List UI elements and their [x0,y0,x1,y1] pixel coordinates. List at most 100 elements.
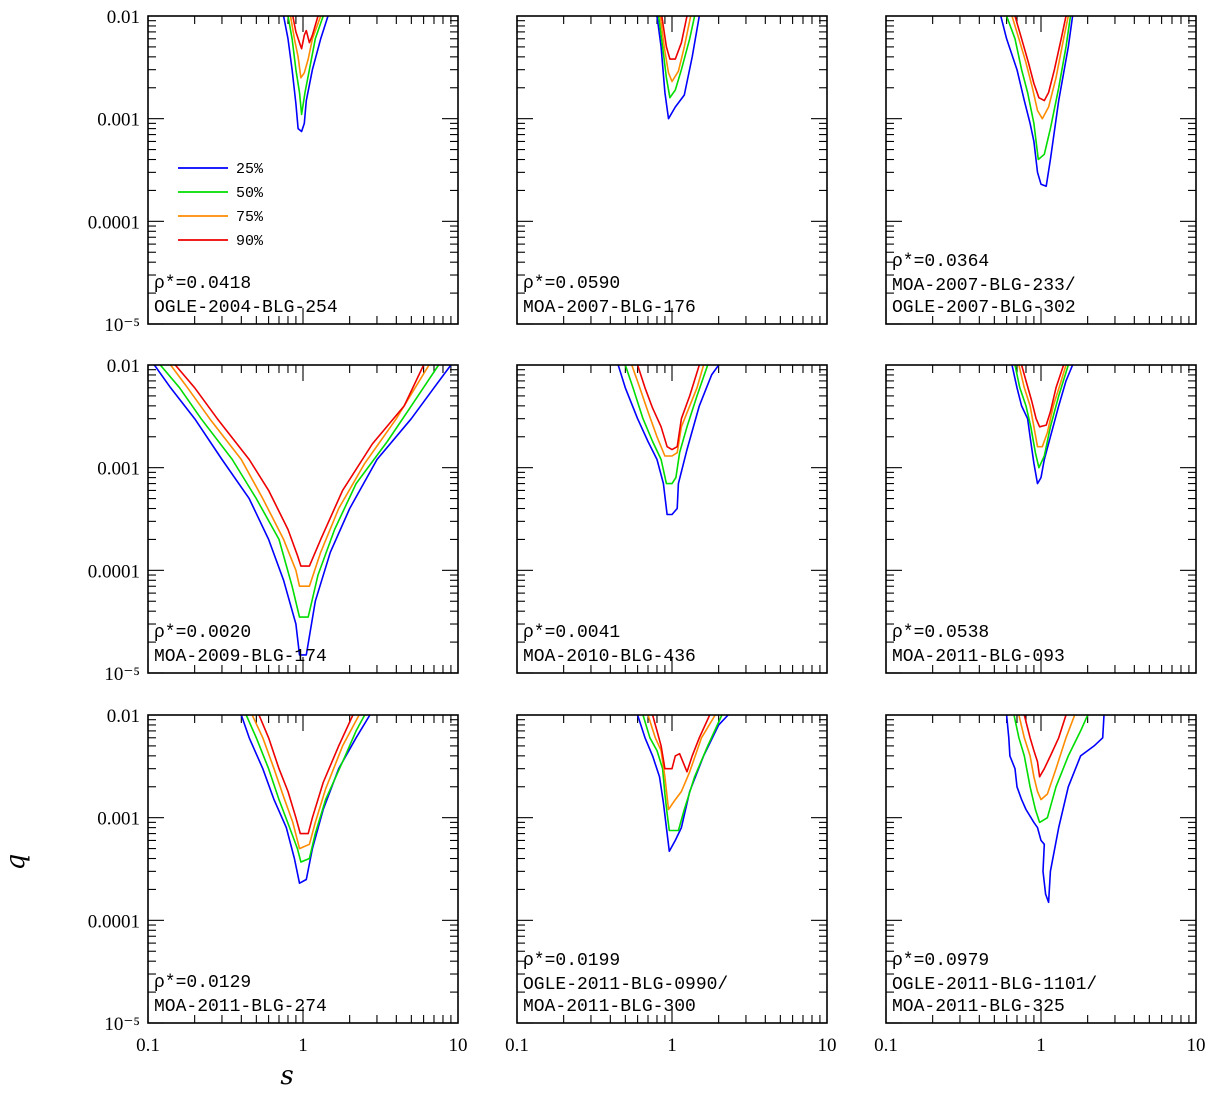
legend-label: 25% [236,161,264,178]
x-tick-label: 10 [1187,1035,1206,1056]
contour-50pct [287,16,324,116]
contour-75pct [1018,365,1067,448]
panel-frame [147,364,459,674]
contour-75pct [659,16,692,83]
event-label: MOA-2011-BLG-093 [892,647,1065,667]
panel-frame [516,364,828,674]
contour-25pct [1005,715,1105,904]
panel-frame [885,364,1197,674]
legend-label: 50% [236,185,264,202]
contour-25pct [636,715,729,853]
contour-group [656,16,701,120]
contour-75pct [289,16,322,79]
y-tick-label: 0.001 [97,809,140,830]
x-axis-title: s [280,1061,293,1091]
contour-75pct [169,365,430,588]
contour-90pct [1014,16,1067,102]
contour-75pct [251,715,360,850]
contour-75pct [631,365,705,457]
contour-group [1011,365,1074,485]
y-tick-label: 0.01 [107,706,140,727]
panel-4: 0.01 0.001 0.0001 10⁻⁵ ρ*=0.0020 MOA-2009-BLG… [88,356,459,685]
x-tick-label: 10 [449,1035,468,1056]
panel-6: ρ*=0.0538 MOA-2011-BLG-093 [885,364,1197,674]
panel-1: 0.01 0.001 0.0001 10⁻⁵ ρ*=0.0418 OGLE-2004-BL… [88,7,459,336]
event-label: OGLE-2011-BLG-1101/ [892,975,1097,995]
panel-frame [516,15,828,325]
x-tick-label: 10 [818,1035,837,1056]
contour-90pct [292,16,319,50]
contour-90pct [258,715,354,835]
contour-group [636,715,729,853]
y-tick-label: 0.0001 [88,911,140,932]
panel-frame [147,714,459,1024]
contour-50pct [642,715,723,832]
x-tick-label: 0.1 [874,1035,898,1056]
contour-50pct [1014,365,1070,469]
event-label: MOA-2007-BLG-176 [523,298,696,318]
panel-grid: 0.01 0.001 0.0001 10⁻⁵ ρ*=0.0418 OGLE-2004-BL… [88,7,1206,1056]
y-tick-label: 10⁻⁵ [104,315,140,336]
panel-frame [885,15,1197,325]
rho-label: ρ*=0.0129 [154,973,251,993]
panel-5: ρ*=0.0041 MOA-2010-BLG-436 [516,364,828,674]
x-tick-label: 1 [667,1035,677,1056]
contour-75pct [647,715,716,811]
rho-label: ρ*=0.0590 [523,274,620,294]
y-tick-label: 10⁻⁵ [104,664,140,685]
contour-90pct [174,365,425,567]
event-label: MOA-2011-BLG-325 [892,997,1065,1017]
contour-50pct [624,365,709,485]
event-label: OGLE-2011-BLG-0990/ [523,975,728,995]
rho-label: ρ*=0.0020 [154,623,251,643]
contour-25pct [1011,365,1074,485]
event-label: OGLE-2007-BLG-302 [892,298,1076,318]
event-label: MOA-2010-BLG-436 [523,647,696,667]
panel-8: 0.1 1 10 ρ*=0.0199 OGLE-2011-BLG-0990/MOA-20… [505,714,837,1056]
contour-25pct [617,365,720,516]
panel-frame [516,714,828,1024]
contour-75pct [1011,16,1070,120]
event-label: MOA-2007-BLG-233/ [892,276,1076,296]
contour-90pct [661,16,688,60]
contour-group [1005,715,1105,904]
y-axis-title: q [1,854,31,871]
legend-label: 75% [236,209,264,226]
contour-25pct [240,715,371,885]
rho-label: ρ*=0.0041 [523,623,620,643]
event-label: MOA-2011-BLG-274 [154,997,327,1017]
y-tick-label: 0.0001 [88,561,140,582]
rho-label: ρ*=0.0418 [154,274,251,294]
event-label: MOA-2009-BLG-174 [154,647,327,667]
event-label: MOA-2011-BLG-300 [523,997,696,1017]
x-tick-label: 1 [1036,1035,1046,1056]
contour-group [240,715,371,885]
contour-75pct [1018,715,1076,801]
event-label: OGLE-2004-BLG-254 [154,298,338,318]
contour-90pct [651,715,711,773]
panel-7: 0.01 0.001 0.0001 10⁻⁵0.1 1 10 ρ*=0.0129 MOA-20… [88,706,468,1056]
y-tick-label: 0.001 [97,459,140,480]
panel-frame [885,714,1197,1024]
contour-25pct [1000,16,1074,187]
contour-50pct [1013,715,1089,824]
contour-group [153,365,452,656]
panel-2: ρ*=0.0590 MOA-2007-BLG-176 [516,15,828,325]
rho-label: ρ*=0.0538 [892,623,989,643]
contour-group [282,16,329,133]
y-tick-label: 0.001 [97,110,140,131]
panel-frame [147,15,459,325]
y-tick-label: 0.0001 [88,212,140,233]
legend-label: 90% [236,233,264,250]
panel-9: 0.1 1 10 ρ*=0.0979 OGLE-2011-BLG-1101/MOA-20… [874,714,1206,1056]
contour-group [617,365,720,516]
contour-50pct [1005,16,1072,161]
contour-50pct [245,715,366,863]
y-tick-label: 0.01 [107,356,140,377]
x-tick-label: 0.1 [136,1035,160,1056]
panel-3: ρ*=0.0364 MOA-2007-BLG-233/OGLE-2007-BLG-… [885,15,1197,325]
contour-90pct [636,365,701,451]
y-tick-label: 10⁻⁵ [104,1014,140,1035]
rho-label: ρ*=0.0979 [892,951,989,971]
